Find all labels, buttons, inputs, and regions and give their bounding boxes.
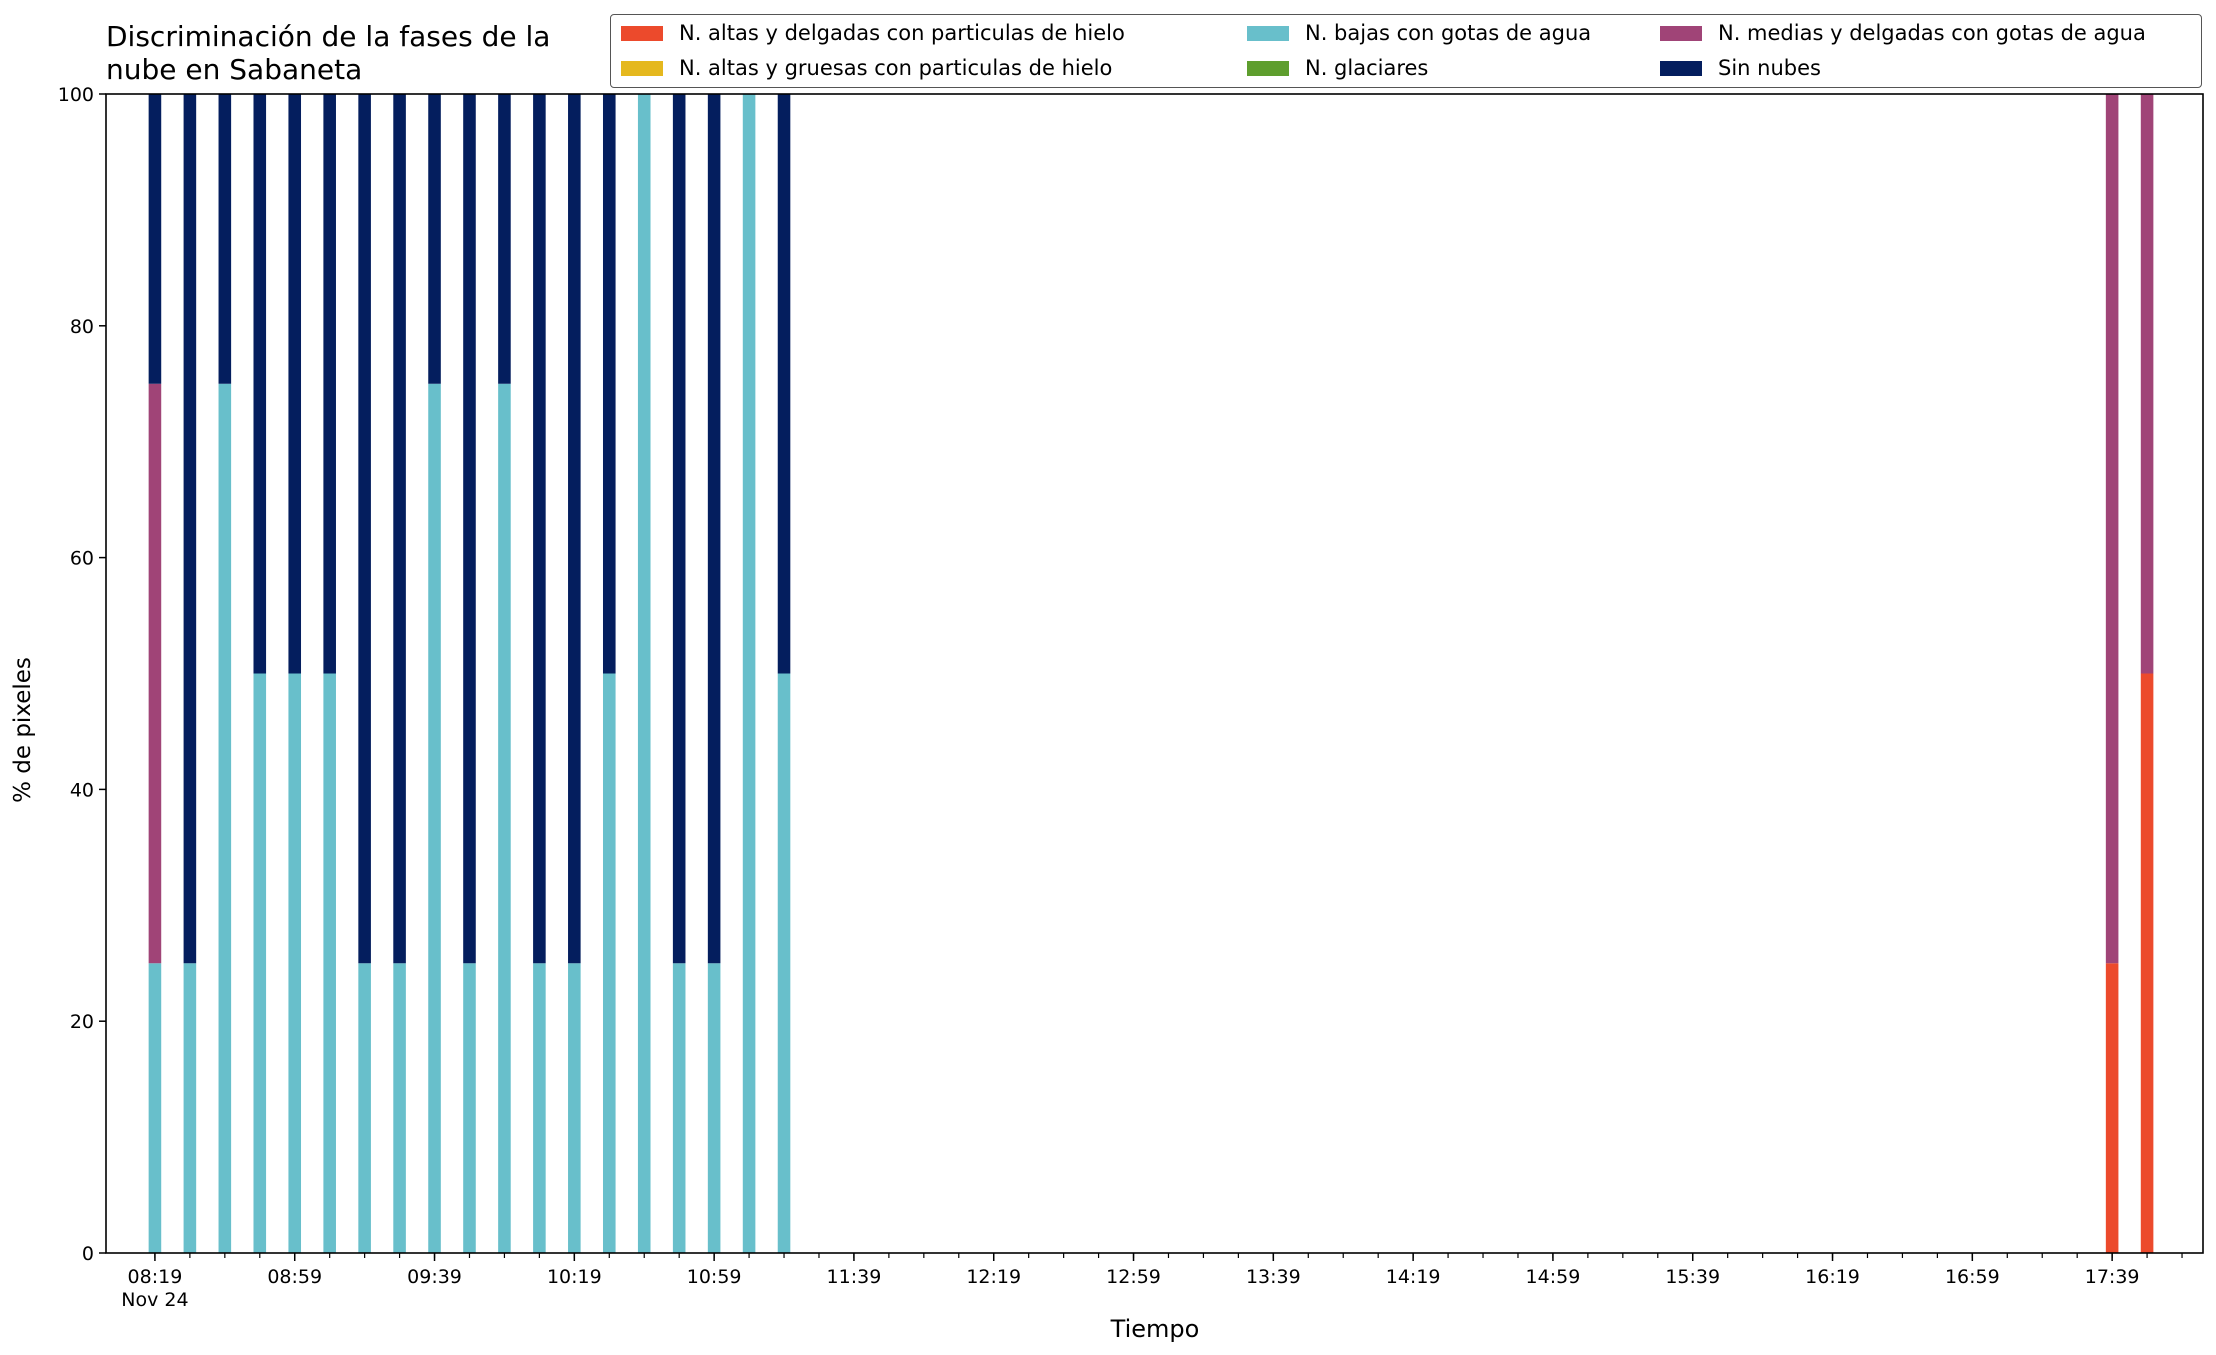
bar-segment: [2105, 963, 2119, 1253]
bar-segment: [2105, 94, 2119, 964]
bar-segment: [183, 94, 197, 964]
legend-item-altas-gruesas: N. altas y gruesas con particulas de hie…: [621, 56, 1112, 80]
x-tick-label: 10:19: [547, 1266, 602, 1288]
y-axis-label: % de pixeles: [10, 657, 36, 803]
x-tick-label: 16:19: [1805, 1266, 1860, 1288]
bar-segment: [428, 383, 441, 1253]
legend-label: N. altas y delgadas con particulas de hi…: [679, 21, 1125, 45]
bar-segment: [498, 383, 511, 1253]
bar-segment: [183, 963, 197, 1253]
bar-segment: [637, 94, 651, 1253]
y-tick-label: 20: [70, 1011, 94, 1033]
bar-segment: [568, 963, 581, 1253]
bars-group: [148, 94, 2154, 1253]
legend-swatch: [1247, 60, 1289, 76]
y-tick-label: 40: [70, 779, 94, 801]
legend-label: N. glaciares: [1305, 56, 1429, 80]
bar-segment: [428, 94, 441, 384]
x-tick-label: 15:39: [1665, 1266, 1720, 1288]
legend-swatch: [1660, 25, 1702, 41]
chart-title: Discriminación de la fases de la nube en…: [106, 20, 551, 86]
x-tick-label: 17:39: [2085, 1266, 2140, 1288]
legend-item-sin-nubes: Sin nubes: [1660, 56, 1821, 80]
bar-segment: [498, 94, 511, 384]
bar-segment: [602, 94, 616, 674]
bar-segment: [218, 94, 232, 384]
bar-segment: [358, 963, 371, 1253]
bar-segment: [323, 94, 336, 674]
bar-segment: [672, 94, 686, 964]
bar-segment: [777, 94, 791, 674]
legend-label: N. altas y gruesas con particulas de hie…: [679, 56, 1113, 80]
legend: N. altas y delgadas con particulas de hi…: [610, 14, 2202, 88]
bar-segment: [358, 94, 371, 964]
x-tick-label: 16:59: [1945, 1266, 2000, 1288]
legend-item-medias-delgadas: N. medias y delgadas con gotas de agua: [1660, 21, 2146, 45]
bar-segment: [148, 383, 162, 964]
bar-segment: [463, 963, 476, 1253]
x-tick-label: 10:59: [687, 1266, 742, 1288]
plot-frame: [105, 93, 2204, 1254]
bar-segment: [323, 673, 336, 1253]
bar-segment: [393, 963, 406, 1253]
bar-segment: [742, 94, 756, 1253]
bar-segment: [533, 963, 546, 1253]
bar-segment: [707, 94, 721, 964]
bar-segment: [393, 94, 406, 964]
y-tick-label: 100: [58, 84, 94, 106]
legend-item-bajas-gotas: N. bajas con gotas de agua: [1247, 21, 1591, 45]
legend-item-glaciares: N. glaciares: [1247, 56, 1428, 80]
x-tick-label: 12:59: [1106, 1266, 1161, 1288]
x-tick-label: 14:59: [1526, 1266, 1581, 1288]
y-tick-label: 60: [70, 548, 94, 570]
legend-label: N. bajas con gotas de agua: [1305, 21, 1592, 45]
x-tick-label: 14:19: [1386, 1266, 1441, 1288]
bar-segment: [2140, 94, 2154, 674]
bar-segment: [148, 94, 162, 384]
x-axis-label: Tiempo: [1110, 1315, 1200, 1343]
bar-segment: [463, 94, 476, 964]
bar-segment: [253, 94, 267, 674]
x-tick-label: 08:59: [267, 1266, 322, 1288]
bar-segment: [533, 94, 546, 964]
bar-segment: [288, 673, 302, 1253]
y-tick-label: 80: [70, 316, 94, 338]
legend-label: N. medias y delgadas con gotas de agua: [1718, 21, 2146, 45]
legend-swatch: [1660, 60, 1702, 76]
legend-label: Sin nubes: [1718, 56, 1821, 80]
legend-swatch: [621, 25, 663, 41]
bar-segment: [2140, 673, 2154, 1253]
x-tick-label: 11:39: [827, 1266, 882, 1288]
bar-segment: [253, 673, 267, 1253]
x-tick-label: 12:19: [966, 1266, 1021, 1288]
bar-segment: [288, 94, 302, 674]
bar-segment: [568, 94, 581, 964]
bar-segment: [148, 963, 162, 1253]
x-tick-label: Nov 24: [121, 1289, 188, 1311]
y-tick-label: 0: [82, 1243, 94, 1265]
bar-segment: [777, 673, 791, 1253]
bar-segment: [707, 963, 721, 1253]
legend-swatch: [621, 60, 663, 76]
x-tick-label: 09:39: [407, 1266, 462, 1288]
x-tick-label: 08:19: [128, 1266, 183, 1288]
legend-item-altas-delgadas: N. altas y delgadas con particulas de hi…: [621, 21, 1125, 45]
legend-swatch: [1247, 25, 1289, 41]
bar-segment: [602, 673, 616, 1253]
x-tick-label: 13:39: [1246, 1266, 1301, 1288]
bar-segment: [218, 383, 232, 1253]
bar-segment: [672, 963, 686, 1253]
